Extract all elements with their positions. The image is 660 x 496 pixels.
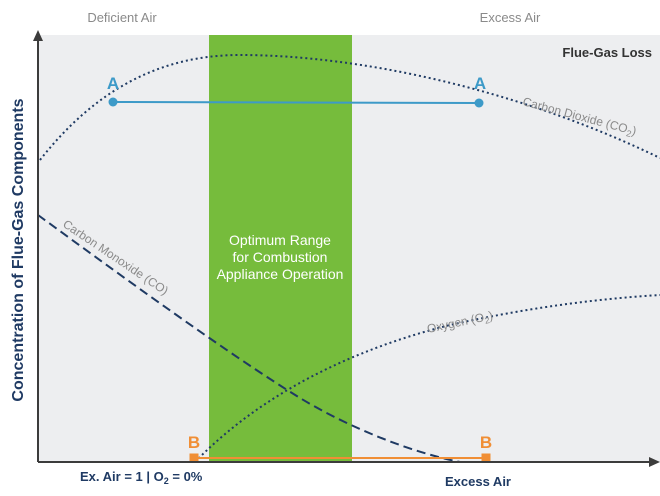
- flue-gas-loss-label: Flue-Gas Loss: [562, 45, 652, 60]
- x-axis-title: Excess Air: [445, 474, 511, 489]
- optimum-range-band: [209, 35, 352, 462]
- point-b-right-label: B: [480, 433, 492, 452]
- deficient-air-label: Deficient Air: [87, 10, 157, 25]
- optimum-range-line-3: Appliance Operation: [217, 266, 344, 282]
- point-a-left-label: A: [107, 74, 119, 93]
- optimum-range-line-2: for Combustion: [233, 249, 328, 265]
- optimum-range-line-1: Optimum Range: [229, 232, 331, 248]
- point-b-left: [189, 453, 199, 463]
- oxygen-curve: [194, 294, 660, 463]
- point-a-left: [108, 97, 118, 107]
- point-a-right: [474, 98, 484, 108]
- point-a-right-label: A: [474, 74, 486, 93]
- excess-air-top-label: Excess Air: [480, 10, 541, 25]
- point-b-left-label: B: [188, 433, 200, 452]
- y-axis-arrow: [33, 30, 43, 41]
- y-axis-title: Concentration of Flue-Gas Components: [10, 98, 27, 401]
- x-axis-arrow: [649, 457, 660, 467]
- line-a: [112, 101, 480, 104]
- carbon-monoxide-curve: [37, 214, 461, 463]
- carbon-dioxide-curve: [39, 53, 660, 161]
- ex-air-label: Ex. Air = 1 | O2 = 0%: [80, 469, 203, 486]
- point-b-right: [481, 453, 491, 463]
